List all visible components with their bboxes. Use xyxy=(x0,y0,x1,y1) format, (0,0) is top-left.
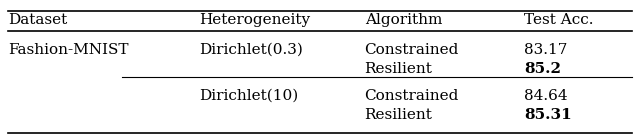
Text: Algorithm: Algorithm xyxy=(365,13,442,27)
Text: Fashion-MNIST: Fashion-MNIST xyxy=(8,43,128,57)
Text: 84.64: 84.64 xyxy=(524,89,568,103)
Text: Dirichlet(10): Dirichlet(10) xyxy=(199,89,298,103)
Text: Dataset: Dataset xyxy=(8,13,67,27)
Text: Dirichlet(0.3): Dirichlet(0.3) xyxy=(199,43,303,57)
Text: 85.2: 85.2 xyxy=(524,62,561,76)
Text: 85.31: 85.31 xyxy=(524,108,572,122)
Text: Constrained: Constrained xyxy=(365,89,459,103)
Text: Heterogeneity: Heterogeneity xyxy=(199,13,310,27)
Text: 83.17: 83.17 xyxy=(524,43,567,57)
Text: Resilient: Resilient xyxy=(365,62,433,76)
Text: Resilient: Resilient xyxy=(365,108,433,122)
Text: Constrained: Constrained xyxy=(365,43,459,57)
Text: Test Acc.: Test Acc. xyxy=(524,13,593,27)
